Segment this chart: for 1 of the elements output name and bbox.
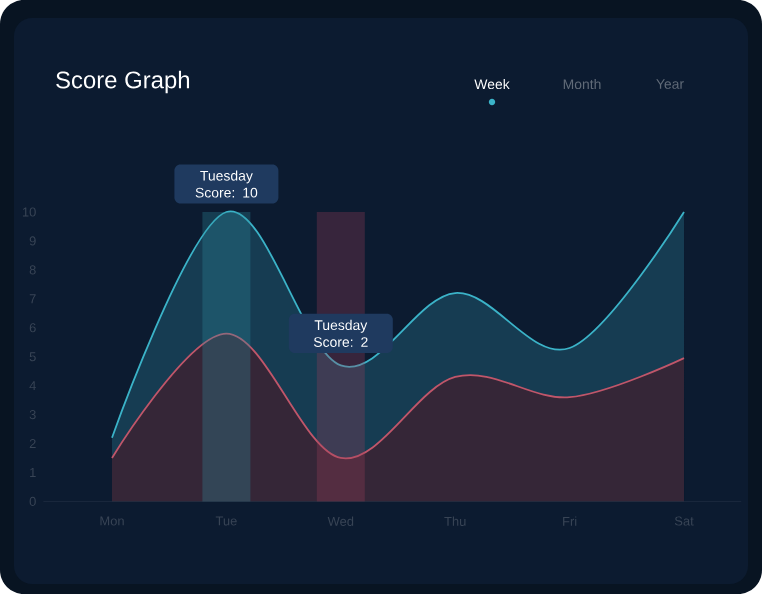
chart-title: Score Graph bbox=[56, 70, 190, 94]
